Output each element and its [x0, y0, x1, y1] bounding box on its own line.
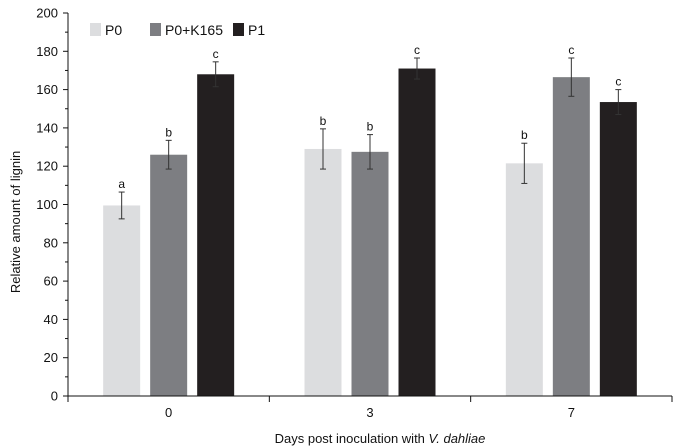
y-tick-label: 60: [44, 274, 58, 289]
y-axis-title: Relative amount of lignin: [8, 151, 23, 293]
significance-letter: c: [568, 43, 574, 57]
significance-letter: c: [414, 43, 420, 57]
y-tick-label: 100: [36, 197, 58, 212]
bar: [351, 151, 389, 396]
significance-letter: a: [118, 177, 125, 191]
x-tick-label: 7: [568, 405, 575, 420]
bars-layer: [103, 68, 637, 397]
bar: [197, 74, 235, 396]
y-tick-label: 40: [44, 312, 58, 327]
x-axis-title-species: V. dahliae: [429, 431, 486, 446]
legend-swatch: [150, 23, 161, 36]
y-tick-label: 120: [36, 159, 58, 174]
significance-letter: b: [521, 128, 528, 142]
error-bars-layer: [118, 57, 622, 220]
legend-label: P0+K165: [165, 22, 223, 38]
y-axis: 0 20 40 60 80 100 120 140 160 180 200: [36, 6, 69, 404]
x-axis-title-text: Days post inoculation with: [275, 431, 429, 446]
y-tick-label: 180: [36, 44, 58, 59]
significance-letter: c: [213, 47, 219, 61]
y-tick-label: 0: [51, 389, 58, 404]
significance-letter: b: [320, 114, 327, 128]
legend-swatch: [233, 23, 244, 36]
x-tick-label: 3: [366, 405, 373, 420]
y-tick-label: 160: [36, 82, 58, 97]
significance-letters-layer: a b c b b c b c c: [118, 43, 621, 191]
bar: [150, 154, 188, 396]
y-tick-label: 200: [36, 6, 58, 21]
bar: [599, 102, 637, 397]
x-axis-title: Days post inoculation with V. dahliae: [275, 431, 486, 446]
bar: [505, 163, 543, 396]
plot-area: a b c b b c b c c: [103, 43, 637, 397]
significance-letter: b: [367, 120, 374, 134]
y-tick-label: 80: [44, 235, 58, 250]
legend: P0 P0+K165 P1: [90, 22, 265, 38]
x-axis: 0 3 7: [67, 395, 673, 420]
significance-letter: c: [615, 75, 621, 89]
x-tick-label: 0: [165, 405, 172, 420]
legend-label: P0: [105, 22, 122, 38]
legend-swatch: [90, 23, 101, 36]
bar: [552, 77, 590, 396]
bar: [398, 68, 436, 396]
significance-letter: b: [165, 125, 172, 139]
legend-label: P1: [248, 22, 265, 38]
y-tick-label: 20: [44, 350, 58, 365]
bar: [304, 148, 342, 396]
y-tick-label: 140: [36, 120, 58, 135]
bar: [103, 205, 141, 396]
